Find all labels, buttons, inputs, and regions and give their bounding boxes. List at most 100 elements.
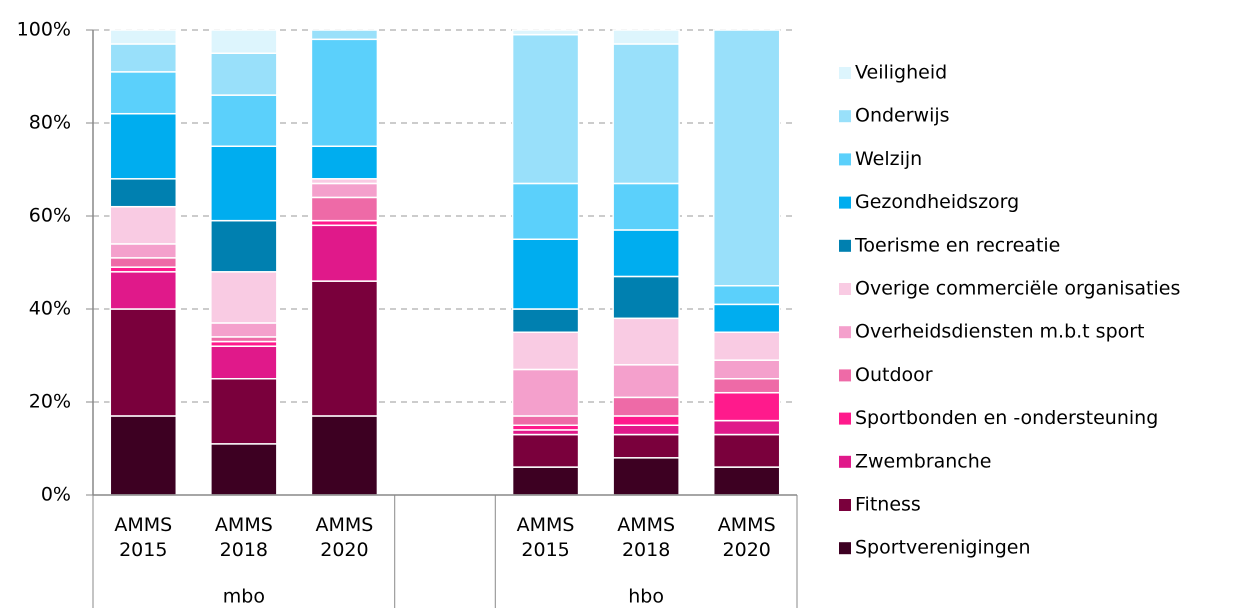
bar-segment: [712, 303, 781, 334]
bar-segment: [310, 224, 379, 282]
legend-label: Onderwijs: [855, 105, 950, 127]
bar-segment: [310, 38, 379, 147]
legend-swatch: [839, 542, 851, 555]
bar-segment: [712, 419, 781, 436]
bar-segment: [612, 229, 680, 278]
bar-segment: [210, 219, 278, 273]
bar-segment: [612, 275, 680, 320]
bar-segment: [511, 29, 580, 36]
legend-label: Fitness: [855, 494, 921, 516]
bar-segment: [210, 271, 278, 324]
bar-segment: [612, 457, 680, 496]
bar-segment: [511, 368, 580, 417]
y-tick-label: 80%: [29, 112, 71, 134]
legend-label: Sportverenigingen: [855, 537, 1031, 559]
bar-segment: [109, 257, 178, 268]
bar-segment: [310, 196, 379, 222]
group-label: mbo: [223, 586, 265, 608]
bar-segment: [109, 71, 178, 115]
y-tick-label: 100%: [17, 19, 71, 41]
legend-swatch: [839, 283, 851, 295]
bar-segment: [612, 396, 680, 417]
bar-segment: [310, 145, 379, 180]
legend-swatch: [839, 196, 851, 209]
bar-segment: [109, 178, 178, 208]
x-tick-label: AMMS 2020: [315, 514, 373, 561]
bar-segment: [612, 424, 680, 436]
y-tick-label: 0%: [41, 484, 71, 506]
legend-label: Overheidsdiensten m.b.t sport: [855, 321, 1145, 343]
legend-swatch: [839, 455, 851, 468]
legend-swatch: [839, 153, 851, 166]
bar-segment: [210, 378, 278, 445]
legend-label: Gezondheidszorg: [855, 191, 1019, 213]
bar-segment: [109, 205, 178, 245]
bar-segment: [210, 443, 278, 496]
legend-label: Outdoor: [855, 364, 933, 386]
legend-swatch: [839, 499, 851, 511]
bar-segment: [612, 182, 680, 231]
group-label: hbo: [628, 586, 664, 608]
bar-segment: [109, 415, 178, 496]
y-tick-label: 60%: [29, 205, 71, 227]
bar-segment: [310, 280, 379, 417]
bar-segment: [712, 29, 781, 287]
bar-segment: [712, 285, 781, 306]
y-tick-label: 40%: [29, 298, 71, 320]
bar-segment: [511, 466, 580, 496]
legend-label: Welzijn: [855, 148, 922, 170]
x-tick-label: AMMS 2015: [114, 514, 172, 561]
legend-swatch: [839, 67, 851, 79]
bar-segment: [511, 182, 580, 240]
legend-swatch: [839, 326, 851, 339]
x-tick-label: AMMS 2018: [617, 514, 675, 561]
bar-segment: [210, 145, 278, 222]
bar-segment: [109, 29, 178, 45]
y-tick-label: 20%: [29, 391, 71, 413]
bar-segment: [712, 331, 781, 361]
bar-segment: [612, 29, 680, 45]
bar-segment: [310, 415, 379, 496]
bar-segment: [109, 43, 178, 73]
bar-segment: [210, 345, 278, 380]
bar-segment: [511, 415, 580, 427]
bar-segment: [511, 308, 580, 333]
bar-segment: [511, 331, 580, 371]
bar-segment: [712, 433, 781, 468]
bar-segment: [109, 112, 178, 180]
bar-segment: [612, 317, 680, 366]
legend-label: Overige commerciële organisaties: [855, 278, 1180, 300]
bar-segment: [712, 391, 781, 422]
bar-segment: [210, 94, 278, 147]
bar-segment: [210, 322, 278, 338]
bar-segment: [612, 43, 680, 185]
legend-swatch: [839, 110, 851, 123]
bar-segment: [511, 238, 580, 310]
legend-swatch: [839, 412, 851, 425]
bar-segment: [109, 271, 178, 310]
bar-segment: [310, 182, 379, 199]
bar-segment: [511, 33, 580, 185]
bar-segment: [210, 52, 278, 96]
bar-segment: [511, 433, 580, 468]
bar-segment: [612, 415, 680, 427]
bar-segment: [612, 364, 680, 399]
bar-segment: [612, 433, 680, 459]
x-tick-label: AMMS 2018: [215, 514, 273, 561]
bar-segment: [712, 359, 781, 380]
bar-segment: [109, 308, 178, 417]
bar-segment: [109, 243, 178, 259]
legend-label: Toerisme en recreatie: [854, 234, 1060, 256]
x-tick-label: AMMS 2020: [718, 514, 776, 561]
legend-swatch: [839, 239, 851, 252]
legend-label: Sportbonden en -ondersteuning: [855, 407, 1158, 429]
bar-segment: [712, 466, 781, 496]
bar-segment: [310, 29, 379, 41]
legend-label: Zwembranche: [855, 450, 992, 472]
x-tick-label: AMMS 2015: [517, 514, 575, 561]
legend-swatch: [839, 369, 851, 382]
legend-label: Veiligheid: [855, 62, 947, 84]
bar-segment: [712, 378, 781, 394]
bar-segment: [210, 29, 278, 54]
